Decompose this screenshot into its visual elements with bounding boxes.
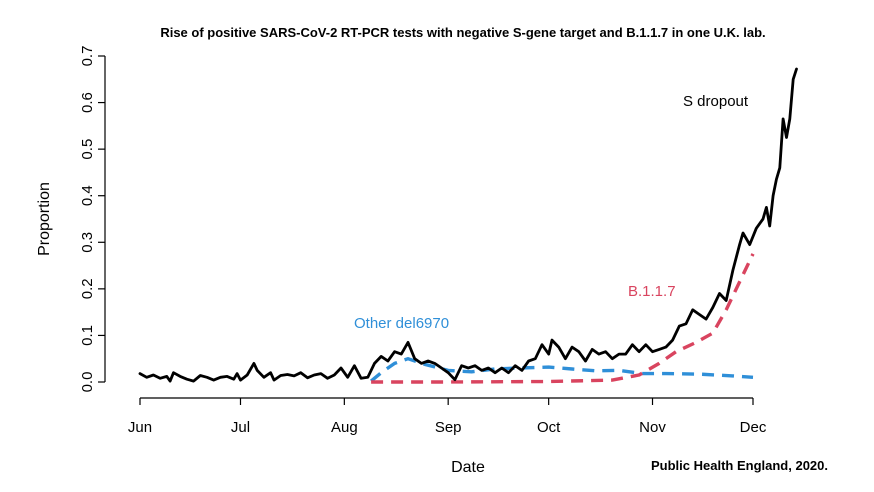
y-tick-label: 0.3	[79, 232, 96, 253]
y-tick-label: 0.5	[79, 139, 96, 160]
x-tick-label: Nov	[639, 419, 666, 436]
y-tick-label: 0.0	[79, 372, 96, 393]
x-tick-label: Jun	[128, 419, 152, 436]
x-axis-title: Date	[451, 459, 485, 476]
annotation-other-del6970: Other del6970	[354, 315, 449, 332]
series-line-s-dropout	[138, 67, 798, 383]
x-tick-label: Jul	[231, 419, 250, 436]
x-tick-label: Dec	[740, 419, 767, 436]
annotation-s-dropout: S dropout	[683, 93, 749, 110]
y-tick-label: 0.2	[79, 278, 96, 299]
x-tick-label: Aug	[331, 419, 358, 436]
annotation-b117: B.1.1.7	[628, 283, 676, 300]
y-tick-label: 0.1	[79, 325, 96, 346]
series-layer	[138, 67, 798, 384]
x-axis: Jun Jul Aug Sep Oct Nov Dec	[128, 397, 767, 436]
y-tick-label: 0.6	[79, 92, 96, 113]
y-axis: 0.0 0.1 0.2 0.3 0.4 0.5 0.6 0.7	[79, 46, 106, 393]
x-tick-label: Sep	[435, 419, 462, 436]
credit-text: Public Health England, 2020.	[651, 458, 828, 473]
x-tick-label: Oct	[537, 419, 561, 436]
chart-title: Rise of positive SARS-CoV-2 RT-PCR tests…	[160, 25, 765, 40]
series-line-other-del6970	[370, 357, 754, 383]
y-tick-label: 0.7	[79, 46, 96, 67]
series-line-b-1-1-7	[371, 253, 755, 384]
y-axis-title: Proportion	[36, 182, 53, 256]
y-tick-label: 0.4	[79, 185, 96, 206]
